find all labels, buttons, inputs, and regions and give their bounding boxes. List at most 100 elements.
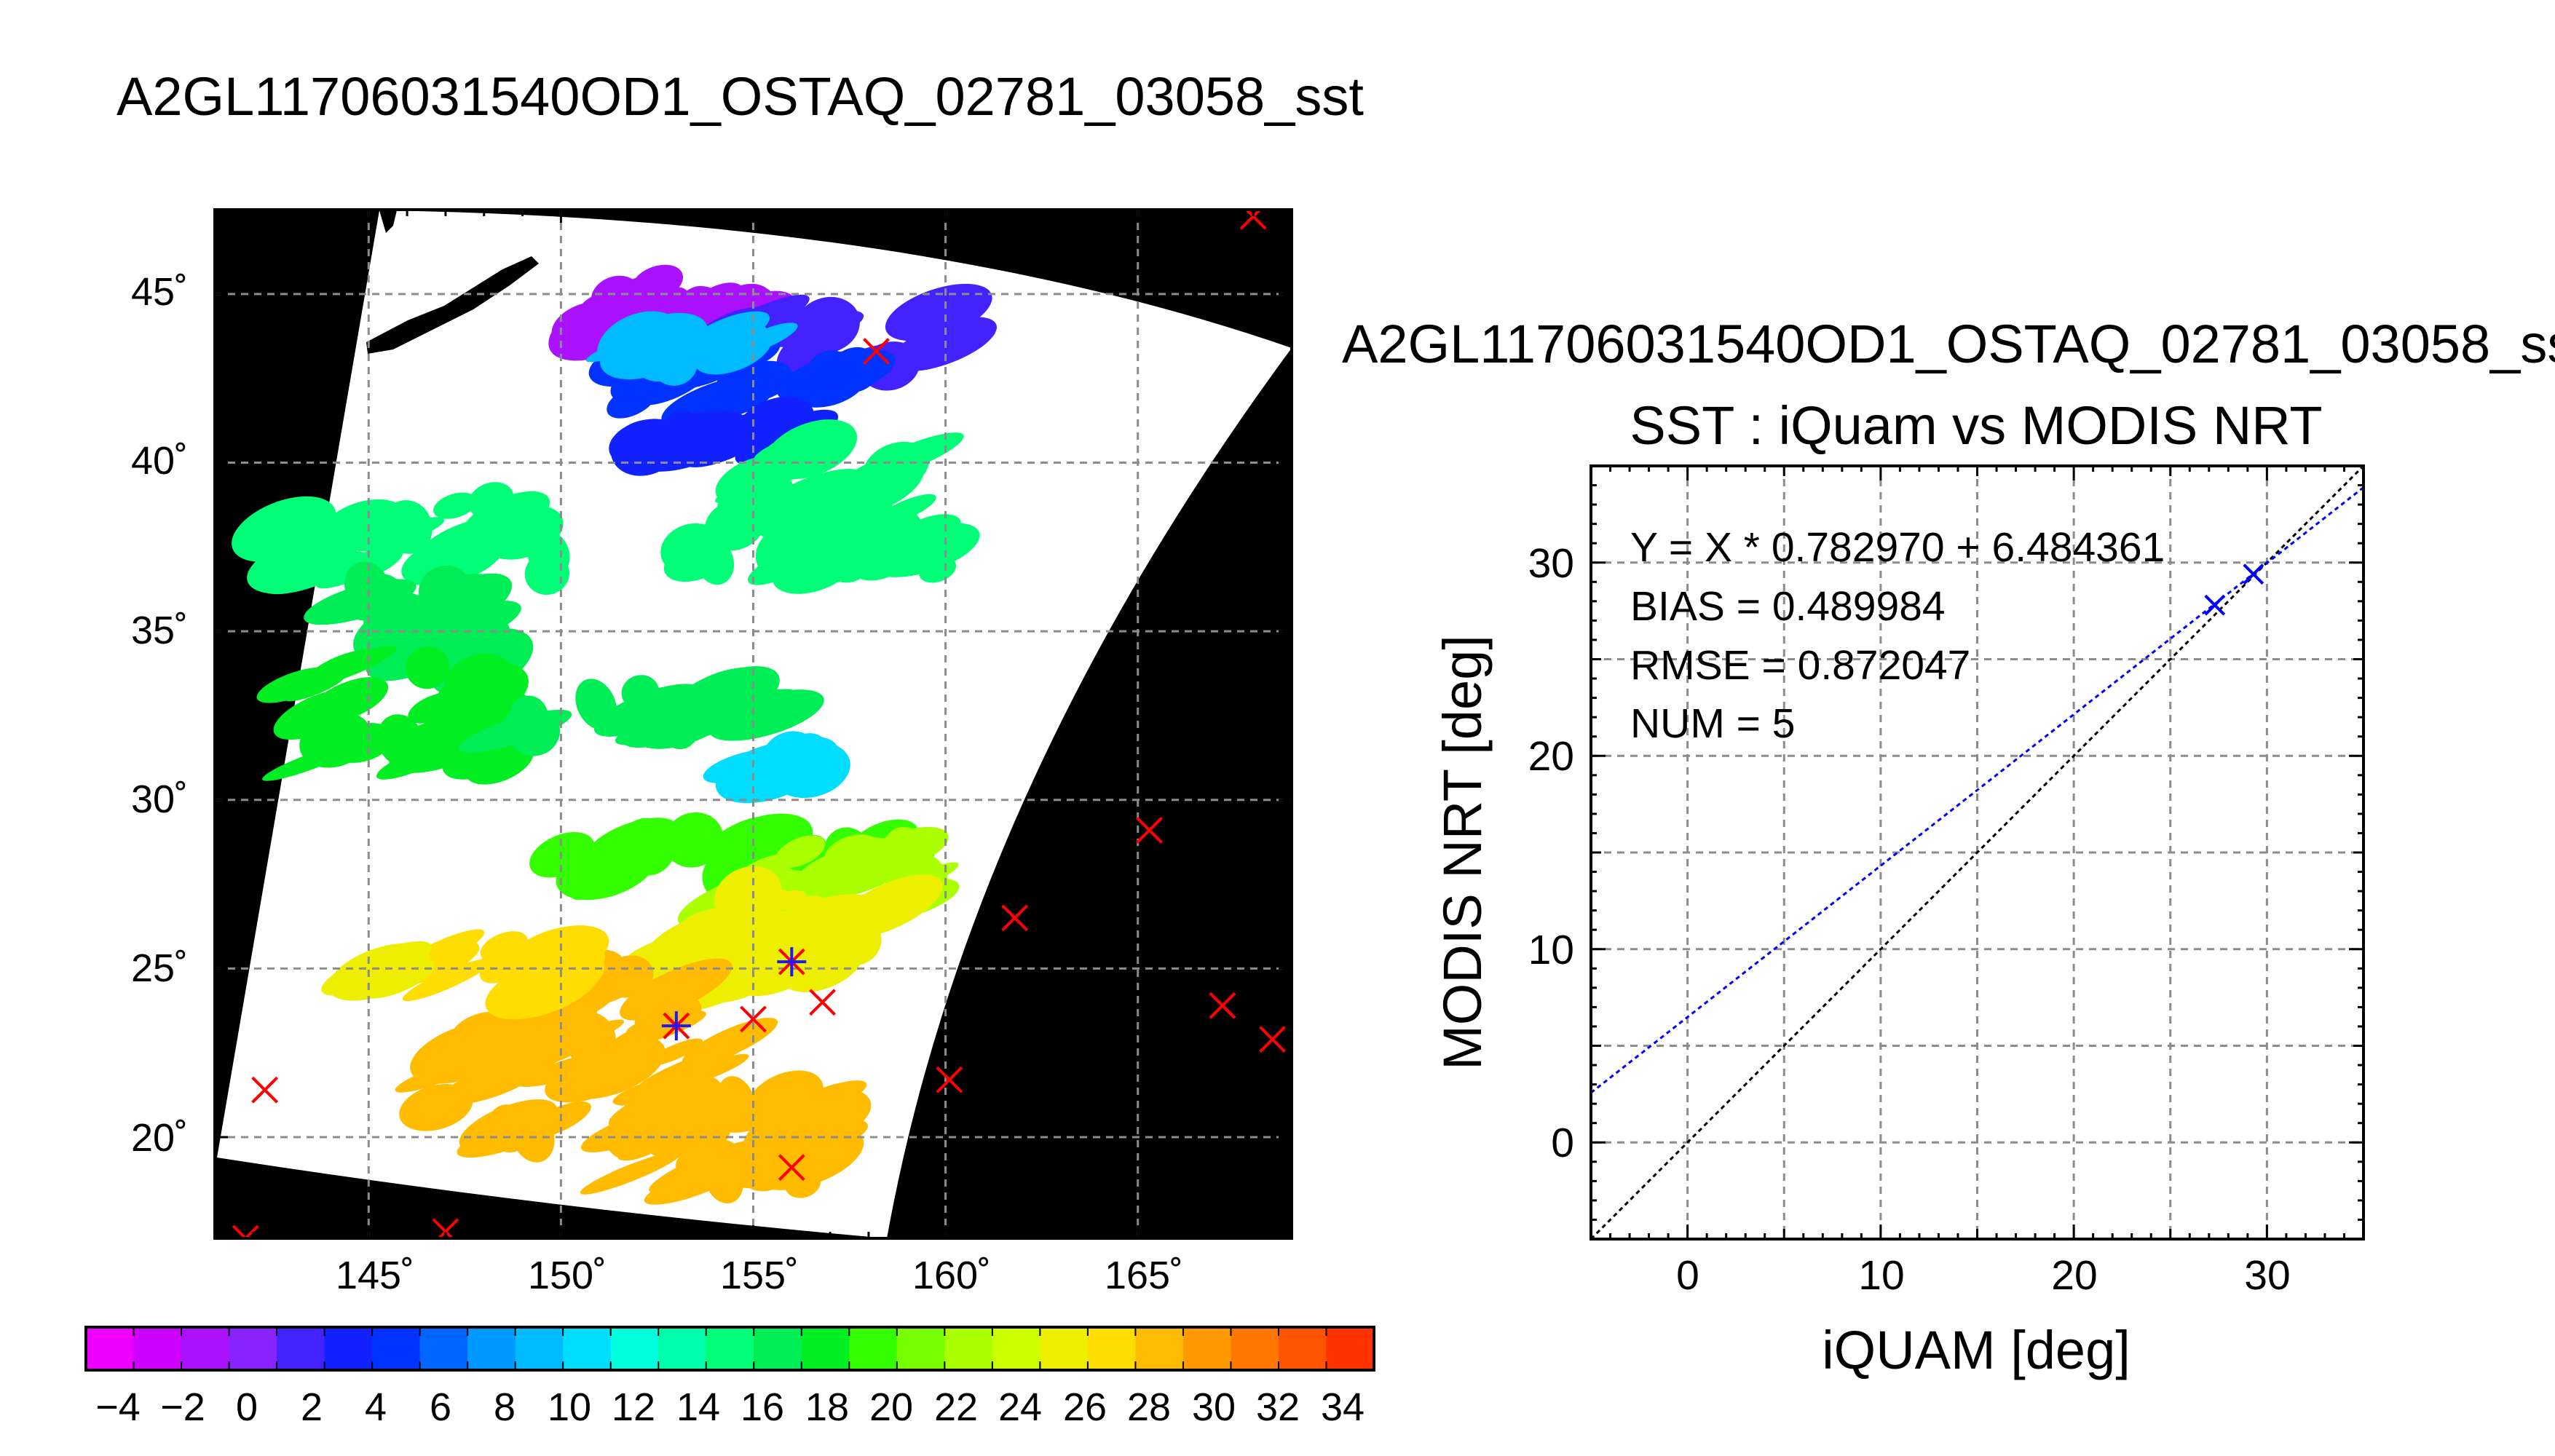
- buoy-marker: [936, 1066, 963, 1093]
- sst-patches: [232, 264, 997, 1205]
- scatter-plot-area: [1591, 466, 2364, 1239]
- colorbar-label: 4: [365, 1385, 387, 1429]
- matched-buoy-marker: [777, 947, 807, 977]
- y-tick-label: 20: [1528, 733, 1574, 780]
- colorbar-swatch: [896, 1327, 945, 1370]
- colorbar-swatch: [563, 1327, 612, 1370]
- y-tick-label: 0: [1551, 1120, 1574, 1166]
- x-tick-label: 10: [1858, 1252, 1904, 1299]
- buoy-marker: [778, 1154, 805, 1182]
- scatter-y-tick-labels: 0 10 20 30: [1528, 540, 1574, 1166]
- colorbar-label: 32: [1256, 1385, 1300, 1429]
- identity-line: [1591, 466, 2364, 1239]
- y-tick-label: 30: [1528, 540, 1574, 587]
- x-axis-label: iQUAM [deg]: [1822, 1320, 2131, 1380]
- buoy-marker: [1209, 992, 1236, 1019]
- colorbar-label: 20: [869, 1385, 913, 1429]
- sst-patch: [585, 311, 798, 386]
- colorbar-labels: −4 −2 0 2 4 6 8 10 12 14 16 18 20 22 24 …: [95, 1385, 1365, 1429]
- y-tick-label: 10: [1528, 927, 1574, 973]
- buoy-marker: [1001, 904, 1029, 932]
- colorbar-swatch: [610, 1327, 659, 1370]
- buoy-marker: [1136, 817, 1163, 844]
- buoy-marker: [740, 1005, 767, 1033]
- rmse-stat: RMSE = 0.872047: [1630, 642, 1970, 689]
- colorbar-label: 8: [494, 1385, 516, 1429]
- colorbar-label: 34: [1321, 1385, 1365, 1429]
- colorbar-label: 28: [1127, 1385, 1171, 1429]
- colorbar-label: 26: [1063, 1385, 1107, 1429]
- lon-label: 145˚: [336, 1254, 414, 1297]
- map-ticks: [215, 210, 1292, 1238]
- colorbar-swatch: [658, 1327, 707, 1370]
- colorbar-label: 30: [1192, 1385, 1236, 1429]
- map-title: A2GL11706031540OD1_OSTAQ_02781_03058_sst: [117, 66, 1364, 127]
- buoy-marker: [1239, 210, 1267, 230]
- colorbar-swatch: [277, 1327, 325, 1370]
- buoy-marker: [232, 1224, 259, 1238]
- lon-label: 150˚: [528, 1254, 607, 1297]
- colorbar-swatch: [86, 1327, 135, 1370]
- lon-label: 155˚: [720, 1254, 799, 1297]
- match-markers: [232, 210, 1287, 1238]
- buoy-marker: [432, 1218, 459, 1238]
- colorbar-swatch: [944, 1327, 993, 1370]
- colorbar-swatch: [1326, 1327, 1375, 1370]
- colorbar-label: 16: [741, 1385, 784, 1429]
- sst-patch: [256, 645, 534, 785]
- lat-label: 30˚: [131, 778, 188, 821]
- scatter-point: [2243, 563, 2264, 585]
- map-plot-area: [215, 210, 1292, 1238]
- colorbar-swatch: [849, 1327, 898, 1370]
- colorbar-swatch: [992, 1327, 1040, 1370]
- scatter-stats: Y = X * 0.782970 + 6.484361 BIAS = 0.489…: [1630, 524, 2165, 747]
- colorbar-swatch: [706, 1327, 754, 1370]
- colorbar-label: 24: [998, 1385, 1042, 1429]
- lat-label: 40˚: [131, 439, 188, 483]
- count-stat: NUM = 5: [1630, 700, 1795, 747]
- colorbar-label: −4: [95, 1385, 141, 1429]
- colorbar-swatch: [324, 1327, 373, 1370]
- colorbar-label: 14: [676, 1385, 720, 1429]
- colorbar-swatch: [801, 1327, 850, 1370]
- lon-label: 165˚: [1105, 1254, 1183, 1297]
- x-tick-label: 20: [2051, 1252, 2097, 1299]
- colorbar-swatch: [1135, 1327, 1184, 1370]
- scatter-point: [2204, 594, 2226, 616]
- x-tick-label: 0: [1676, 1252, 1699, 1299]
- colorbar-frame: [84, 1326, 1375, 1372]
- colorbar-swatch: [181, 1327, 230, 1370]
- scatter-header: A2GL11706031540OD1_OSTAQ_02781_03058_sst: [1342, 314, 2555, 374]
- colorbar-swatch: [1182, 1327, 1231, 1370]
- colorbar-label: 22: [934, 1385, 978, 1429]
- colorbar-swatch: [1278, 1327, 1327, 1370]
- coastline: [366, 210, 539, 354]
- latitude-labels: 45˚ 40˚ 35˚ 30˚ 25˚ 20˚: [131, 270, 188, 1160]
- lat-label: 20˚: [131, 1116, 188, 1160]
- sst-patch: [660, 484, 980, 594]
- buoy-marker: [863, 338, 890, 365]
- colorbar-swatch: [1040, 1327, 1089, 1370]
- colorbar-swatch: [372, 1327, 421, 1370]
- scatter-x-tick-labels: 0 10 20 30: [1676, 1252, 2291, 1299]
- longitude-labels: 145˚ 150˚ 155˚ 160˚ 165˚: [336, 1254, 1183, 1297]
- colorbar-swatch: [1087, 1327, 1136, 1370]
- sst-patch: [459, 666, 824, 756]
- colorbar-label: 18: [805, 1385, 849, 1429]
- sst-patch: [703, 731, 850, 804]
- regression-equation: Y = X * 0.782970 + 6.484361: [1630, 524, 2165, 571]
- colorbar-label: 10: [548, 1385, 591, 1429]
- scatter-ticks: [1591, 466, 2364, 1239]
- matched-buoy-marker: [661, 1011, 691, 1041]
- colorbar-label: −2: [160, 1385, 205, 1429]
- lon-label: 160˚: [912, 1254, 991, 1297]
- lat-label: 35˚: [131, 609, 188, 652]
- colorbar-label: 12: [612, 1385, 655, 1429]
- colorbar-swatch: [133, 1327, 182, 1370]
- x-tick-label: 30: [2244, 1252, 2290, 1299]
- regression-line: [1591, 486, 2364, 1094]
- buoy-marker: [251, 1076, 279, 1104]
- colorbar-swatch: [1231, 1327, 1279, 1370]
- buoy-marker: [809, 989, 836, 1016]
